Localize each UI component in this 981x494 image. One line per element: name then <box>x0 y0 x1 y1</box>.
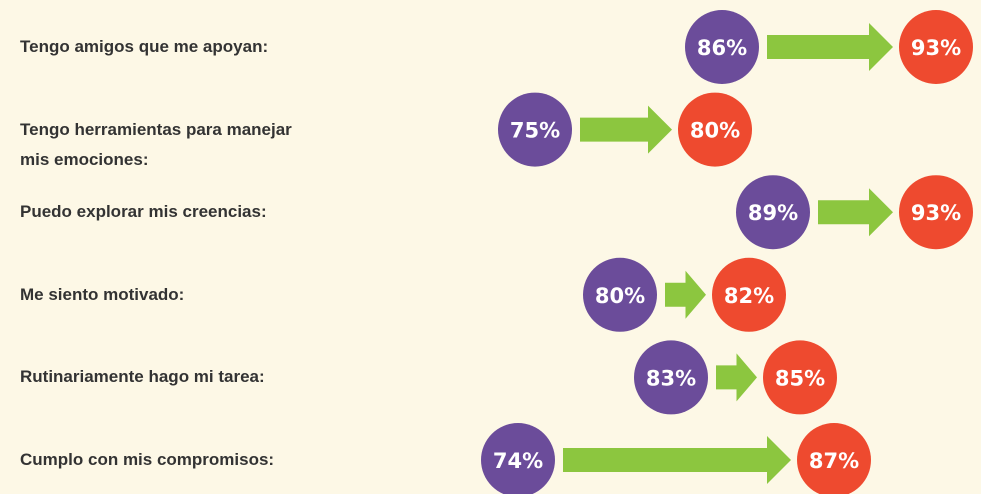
arrow <box>665 270 706 319</box>
value-circle <box>797 423 871 494</box>
arrow <box>563 436 791 484</box>
value-label: 93% <box>911 36 961 60</box>
row-label: Rutinariamente hago mi tarea: <box>20 367 265 387</box>
row-label: Tengo herramientas para manejar mis emoc… <box>20 119 292 169</box>
value-circle <box>583 257 657 332</box>
value-circle <box>899 175 973 250</box>
value-circle <box>678 92 752 167</box>
value-label: 89% <box>748 201 798 225</box>
value-label: 82% <box>724 284 774 308</box>
value-label: 87% <box>809 449 859 473</box>
value-circle <box>685 10 759 84</box>
value-circle <box>899 10 973 84</box>
row-label: Tengo amigos que me apoyan: <box>20 37 269 56</box>
value-label: 85% <box>775 366 825 390</box>
value-circle <box>481 423 555 494</box>
value-circle <box>736 175 810 250</box>
value-circle <box>712 257 786 332</box>
arrow <box>767 23 893 71</box>
value-label: 86% <box>697 36 747 60</box>
arrow <box>580 105 672 154</box>
arrow <box>716 353 757 402</box>
value-label: 83% <box>646 366 696 390</box>
value-label: 74% <box>493 449 543 473</box>
row-label: Cumplo con mis compromisos: <box>20 450 275 469</box>
value-label: 93% <box>911 201 961 225</box>
value-label: 80% <box>690 119 740 143</box>
arrow <box>818 188 893 237</box>
value-circle <box>763 340 837 415</box>
row-label: Me siento motivado: <box>20 284 185 304</box>
value-label: 75% <box>510 119 560 143</box>
value-circle <box>634 340 708 415</box>
row-label: Puedo explorar mis creencias: <box>20 202 267 222</box>
value-circle <box>498 92 572 167</box>
value-label: 80% <box>595 284 645 308</box>
